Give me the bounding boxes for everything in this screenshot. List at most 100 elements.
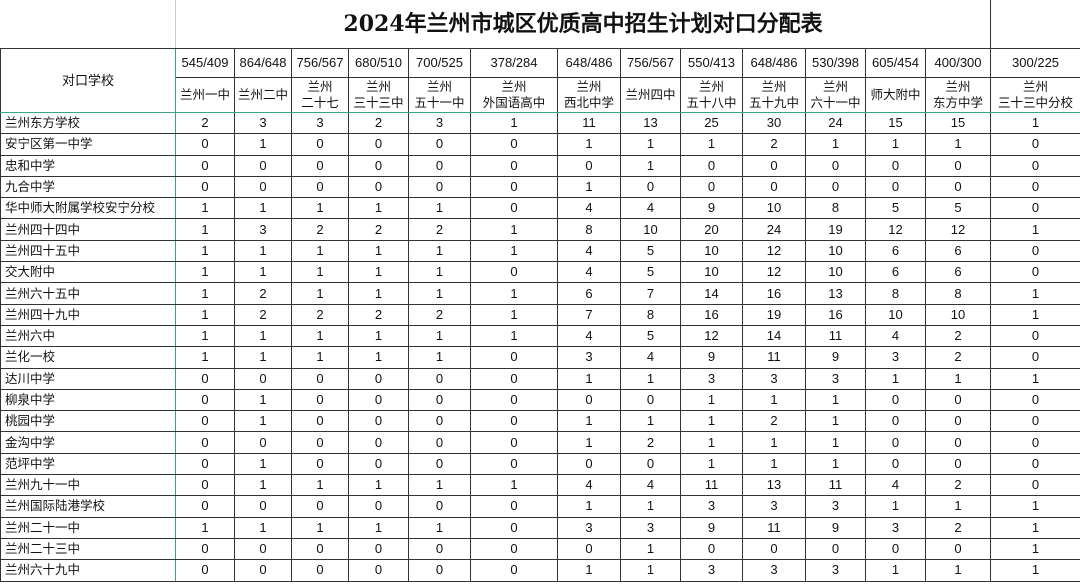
quota-cell: 2 bbox=[742, 410, 806, 433]
quota-cell: 1 bbox=[234, 261, 292, 284]
quota-cell: 0 bbox=[175, 388, 235, 412]
row-school-name: 兰州四十四中 bbox=[0, 218, 176, 241]
column-school-header: 兰州 五十八中 bbox=[680, 77, 743, 113]
quota-cell: 1 bbox=[990, 367, 1080, 390]
quota-cell: 16 bbox=[680, 303, 743, 326]
quota-cell: 11 bbox=[680, 474, 743, 497]
row-school-name: 九合中学 bbox=[0, 175, 176, 199]
column-school-header: 兰州 三十三中 bbox=[348, 77, 409, 113]
quota-cell: 2 bbox=[291, 303, 349, 326]
quota-cell: 0 bbox=[408, 495, 471, 518]
quota-cell: 0 bbox=[175, 559, 235, 582]
quota-cell: 1 bbox=[408, 516, 471, 539]
column-school-line1: 兰州 bbox=[576, 79, 602, 94]
column-school-line2: 五十九中 bbox=[748, 95, 799, 110]
row-school-name: 兰州六十九中 bbox=[0, 559, 176, 582]
quota-cell: 1 bbox=[805, 133, 866, 156]
quota-cell: 0 bbox=[990, 133, 1080, 156]
quota-cell: 9 bbox=[680, 346, 743, 369]
quota-cell: 0 bbox=[470, 261, 558, 284]
quota-cell: 0 bbox=[234, 495, 292, 518]
quota-cell: 1 bbox=[865, 133, 926, 156]
quota-cell: 0 bbox=[291, 367, 349, 390]
column-school-line2: 五十八中 bbox=[686, 95, 737, 110]
quota-cell: 0 bbox=[990, 261, 1080, 284]
quota-cell: 8 bbox=[620, 303, 681, 326]
quota-cell: 0 bbox=[291, 537, 349, 561]
quota-cell: 1 bbox=[234, 474, 292, 497]
quota-cell: 1 bbox=[234, 410, 292, 433]
quota-cell: 1 bbox=[990, 495, 1080, 518]
column-ratio: 550/413 bbox=[680, 48, 743, 78]
quota-cell: 0 bbox=[470, 197, 558, 220]
quota-cell: 0 bbox=[990, 410, 1080, 433]
column-school-line1: 兰州 bbox=[426, 79, 452, 94]
row-school-name: 忠和中学 bbox=[0, 154, 176, 177]
column-school-line2: 五十一中 bbox=[414, 95, 465, 110]
quota-cell: 12 bbox=[742, 261, 806, 284]
quota-cell: 1 bbox=[805, 388, 866, 412]
quota-cell: 0 bbox=[291, 559, 349, 582]
quota-cell: 1 bbox=[990, 537, 1080, 561]
quota-cell: 1 bbox=[680, 388, 743, 412]
quota-cell: 0 bbox=[348, 154, 409, 177]
quota-cell: 3 bbox=[742, 559, 806, 582]
quota-cell: 8 bbox=[924, 282, 992, 305]
quota-cell: 5 bbox=[865, 197, 926, 220]
quota-cell: 0 bbox=[291, 175, 349, 199]
quota-cell: 3 bbox=[805, 559, 866, 582]
quota-cell: 1 bbox=[175, 239, 235, 263]
quota-cell: 6 bbox=[865, 261, 926, 284]
quota-cell: 0 bbox=[175, 154, 235, 177]
column-school-line2: 西北中学 bbox=[563, 95, 614, 110]
quota-cell: 0 bbox=[348, 537, 409, 561]
quota-cell: 0 bbox=[865, 154, 926, 177]
quota-cell: 5 bbox=[620, 324, 681, 348]
quota-cell: 1 bbox=[291, 474, 349, 497]
quota-cell: 0 bbox=[408, 175, 471, 199]
quota-cell: 1 bbox=[348, 324, 409, 348]
quota-cell: 1 bbox=[557, 367, 621, 390]
row-school-name: 华中师大附属学校安宁分校 bbox=[0, 197, 176, 220]
quota-cell: 9 bbox=[805, 346, 866, 369]
column-school-header: 兰州 六十一中 bbox=[805, 77, 866, 113]
column-school-line1: 师大附中 bbox=[870, 87, 921, 102]
quota-cell: 0 bbox=[557, 388, 621, 412]
table-row: 柳泉中学 0 1 0 0 0 0 0 0 1 1 1 0 0 0 bbox=[0, 388, 1080, 412]
quota-cell: 1 bbox=[175, 303, 235, 326]
quota-cell: 0 bbox=[291, 410, 349, 433]
row-school-name: 柳泉中学 bbox=[0, 388, 176, 412]
quota-cell: 0 bbox=[408, 154, 471, 177]
table-row: 安宁区第一中学 0 1 0 0 0 0 1 1 1 2 1 1 1 0 bbox=[0, 133, 1080, 156]
quota-cell: 4 bbox=[557, 239, 621, 263]
quota-cell: 0 bbox=[234, 559, 292, 582]
quota-cell: 0 bbox=[348, 133, 409, 156]
quota-cell: 0 bbox=[408, 537, 471, 561]
quota-cell: 1 bbox=[470, 474, 558, 497]
quota-cell: 1 bbox=[234, 516, 292, 539]
quota-cell: 25 bbox=[680, 111, 743, 135]
quota-cell: 0 bbox=[348, 431, 409, 454]
quota-cell: 0 bbox=[865, 431, 926, 454]
quota-cell: 0 bbox=[620, 175, 681, 199]
column-school-line2: 三十三中 bbox=[353, 95, 404, 110]
table-row: 九合中学 0 0 0 0 0 0 1 0 0 0 0 0 0 0 bbox=[0, 175, 1080, 199]
quota-cell: 5 bbox=[620, 261, 681, 284]
table-row: 交大附中 1 1 1 1 1 0 4 5 10 12 10 6 6 0 bbox=[0, 261, 1080, 284]
column-school-line1: 兰州 bbox=[822, 79, 848, 94]
quota-cell: 0 bbox=[742, 175, 806, 199]
column-ratio: 400/300 bbox=[924, 48, 992, 78]
quota-cell: 1 bbox=[620, 559, 681, 582]
quota-cell: 12 bbox=[742, 239, 806, 263]
column-school-line1: 兰州一中 bbox=[179, 87, 230, 102]
quota-cell: 7 bbox=[620, 282, 681, 305]
column-ratio: 378/284 bbox=[470, 48, 558, 78]
quota-cell: 3 bbox=[234, 218, 292, 241]
quota-cell: 0 bbox=[924, 431, 992, 454]
column-school-header: 兰州 五十一中 bbox=[408, 77, 471, 113]
column-school-header: 兰州二中 bbox=[234, 77, 292, 113]
column-ratio: 300/225 bbox=[990, 48, 1080, 78]
quota-cell: 0 bbox=[234, 431, 292, 454]
quota-cell: 9 bbox=[805, 516, 866, 539]
quota-cell: 0 bbox=[408, 367, 471, 390]
